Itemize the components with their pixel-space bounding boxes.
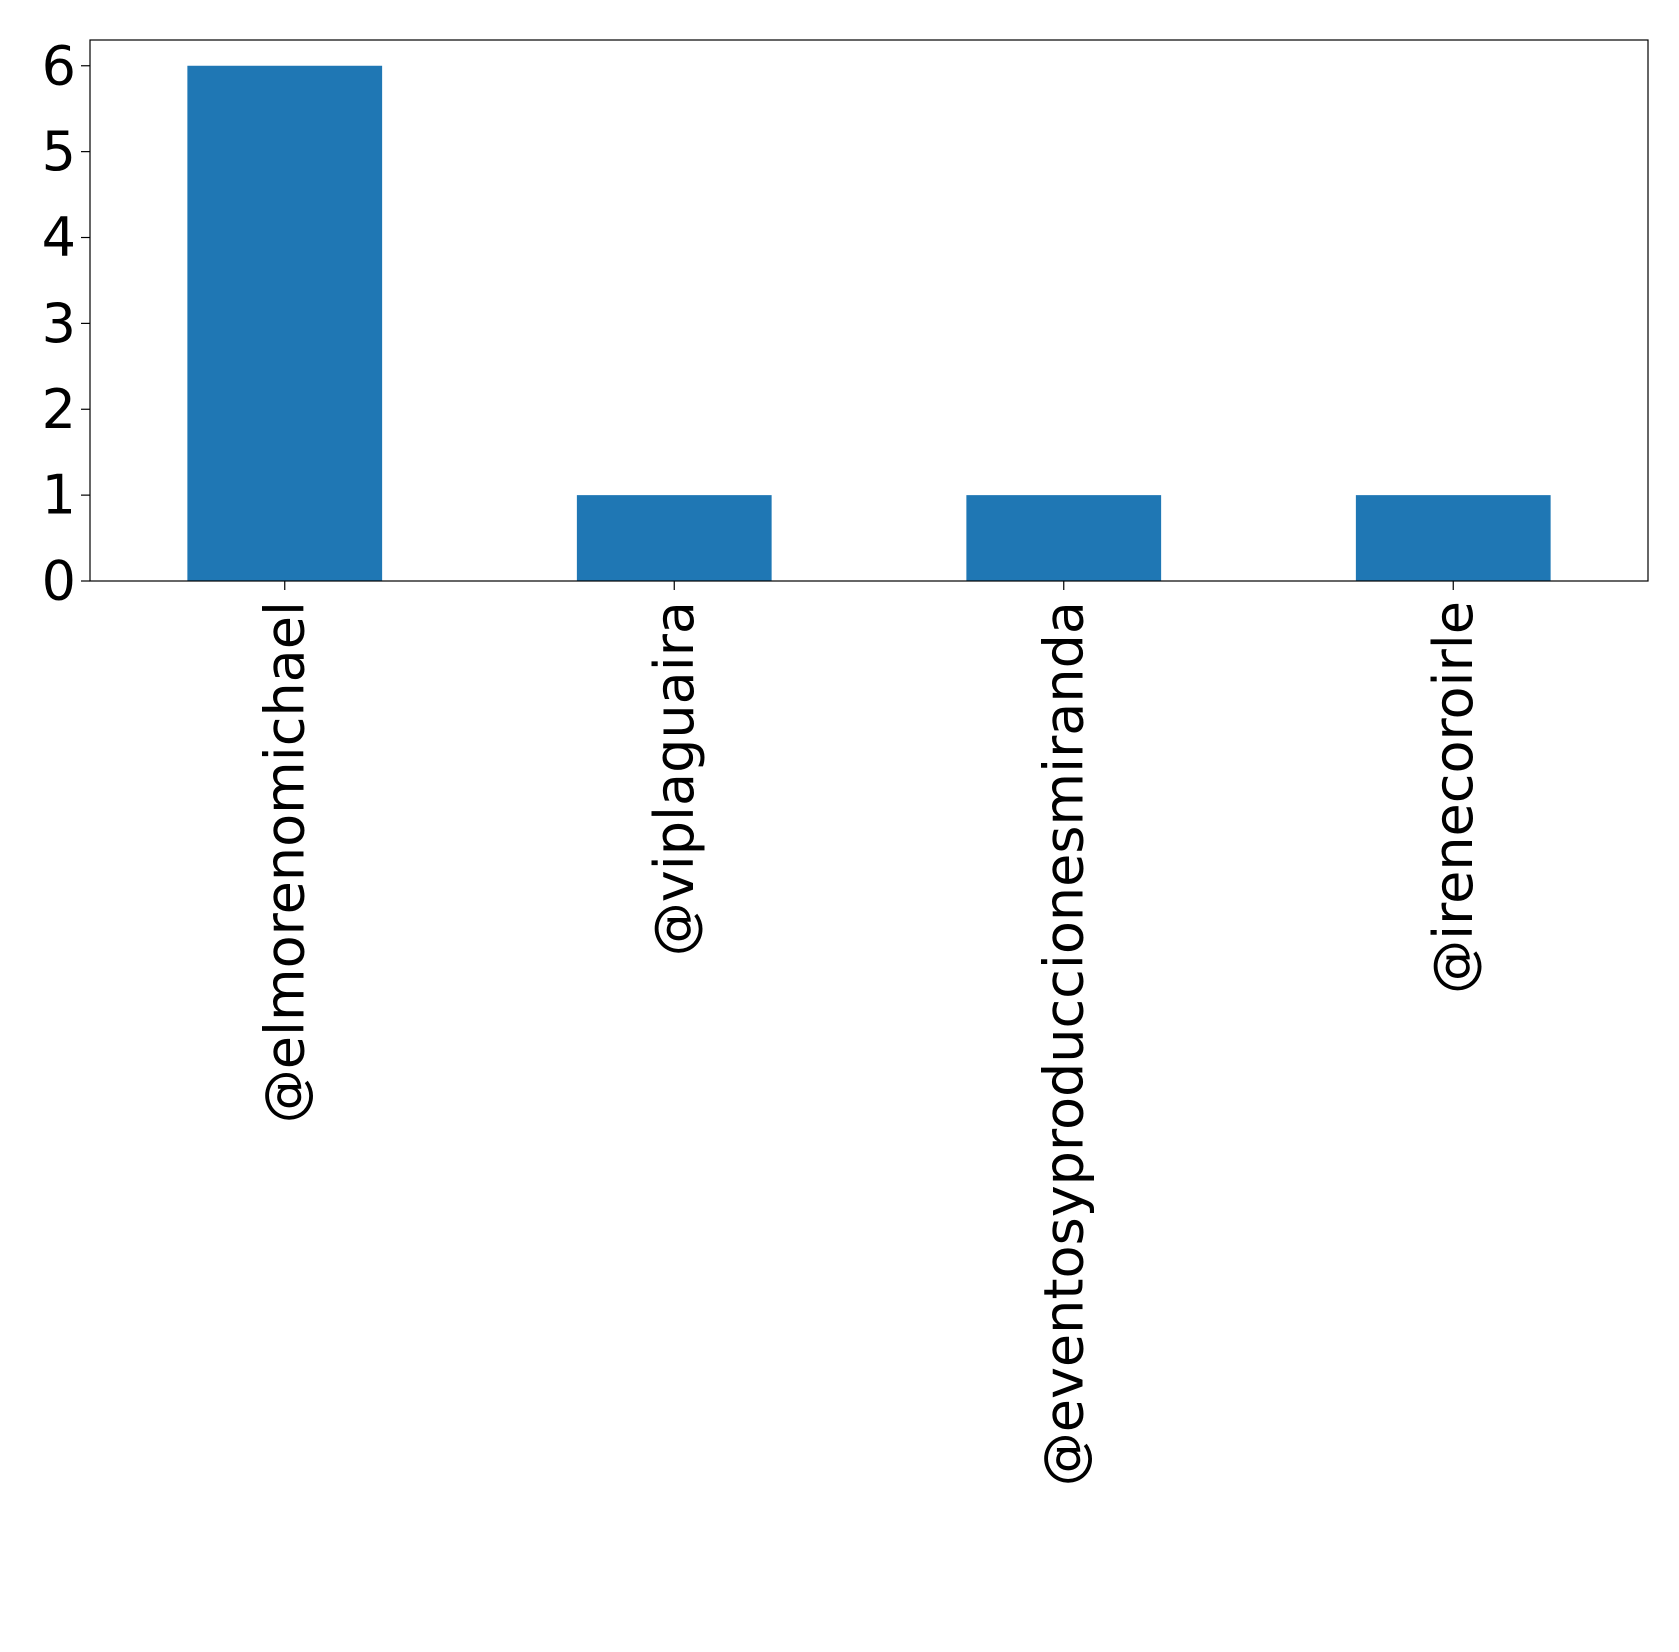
x-tick-label: @elmorenomichael: [253, 601, 316, 1123]
y-tick-label: 0: [42, 550, 76, 613]
x-tick-label: @irenecoroirle: [1422, 601, 1485, 994]
bar: [966, 495, 1162, 581]
bar: [187, 65, 383, 581]
y-tick-label: 6: [42, 34, 76, 97]
y-tick-label: 2: [42, 378, 76, 441]
x-tick-label: @eventosyproduccionesmiranda: [1032, 601, 1095, 1486]
y-tick-label: 1: [42, 464, 76, 527]
bar: [576, 495, 772, 581]
y-tick-label: 5: [42, 120, 76, 183]
y-tick-label: 4: [42, 206, 76, 269]
y-tick-label: 3: [42, 292, 76, 355]
plot-frame: [89, 39, 1649, 582]
x-tick-label: @viplaguaira: [643, 601, 706, 956]
bar: [1355, 495, 1551, 581]
